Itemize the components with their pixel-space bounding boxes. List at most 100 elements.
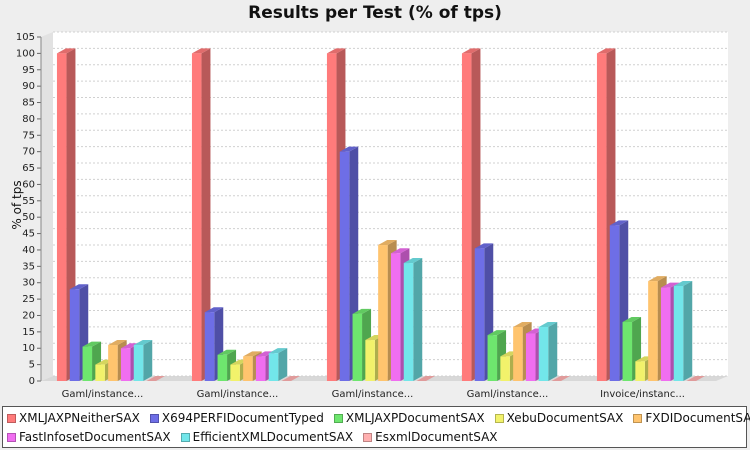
bar bbox=[673, 285, 684, 381]
bar-top bbox=[609, 220, 629, 226]
bar-top bbox=[191, 48, 211, 54]
bar bbox=[339, 151, 350, 381]
bar-top bbox=[390, 248, 410, 254]
plot-side-wall bbox=[41, 32, 53, 381]
bar-top bbox=[217, 349, 237, 355]
bar bbox=[268, 353, 279, 381]
legend-item: EsxmlDocumentSAX bbox=[363, 430, 498, 444]
bar-top bbox=[403, 258, 423, 264]
y-tick-label: 95 bbox=[22, 65, 35, 76]
y-tick-label: 15 bbox=[22, 327, 35, 338]
legend-swatch bbox=[633, 413, 643, 423]
y-tick-label: 85 bbox=[22, 98, 35, 109]
chart-title: Results per Test (% of tps) bbox=[248, 3, 502, 23]
x-tick-label: Invoice/instanc... bbox=[600, 389, 685, 400]
legend-swatch bbox=[333, 413, 343, 423]
bar bbox=[660, 287, 671, 381]
legend-row: XMLJAXPNeitherSAX X694PERFIDocumentTyped X… bbox=[7, 409, 750, 427]
y-tick-label: 5 bbox=[29, 360, 35, 371]
bar-top bbox=[648, 276, 667, 282]
legend-item: XMLJAXPNeitherSAX bbox=[7, 411, 140, 425]
bar bbox=[365, 340, 375, 381]
legend-swatch bbox=[494, 413, 504, 423]
bar bbox=[596, 53, 607, 381]
legend-item: X694PERFIDocumentTyped bbox=[149, 411, 324, 425]
legend-label: FXDIDocumentSAX bbox=[645, 411, 750, 425]
bar-side bbox=[143, 339, 153, 381]
bar bbox=[378, 245, 388, 381]
legend-swatch bbox=[149, 413, 159, 423]
legend-item: XMLJAXPDocumentSAX bbox=[333, 411, 485, 425]
bar-top bbox=[326, 48, 346, 54]
bar bbox=[133, 344, 144, 381]
legend-swatch bbox=[7, 413, 16, 423]
bar bbox=[69, 289, 80, 381]
bar bbox=[352, 313, 363, 381]
bar-top bbox=[416, 376, 436, 381]
bar bbox=[525, 333, 536, 381]
bar-top bbox=[339, 146, 359, 152]
y-tick-label: 75 bbox=[22, 130, 35, 141]
bar-top bbox=[487, 330, 507, 336]
bar bbox=[538, 326, 549, 381]
bar-top bbox=[673, 280, 693, 286]
x-tick-label: Gaml/instance... bbox=[332, 389, 414, 400]
x-tick-label: Gaml/instance... bbox=[62, 389, 144, 400]
bar bbox=[500, 356, 510, 381]
bar bbox=[204, 312, 215, 381]
bar-top bbox=[551, 376, 571, 381]
bar-top bbox=[352, 308, 372, 314]
x-tick-label: Gaml/instance... bbox=[467, 389, 549, 400]
bar-top bbox=[513, 321, 532, 327]
plot-area: 0 5 10 15 20 25 30 35 40 45 50 55 60 65 70 75 80 85 90 95 10… bbox=[16, 31, 728, 400]
bar bbox=[390, 253, 401, 381]
bar bbox=[326, 53, 337, 381]
bar bbox=[622, 322, 633, 381]
legend: XMLJAXPNeitherSAX X694PERFIDocumentTyped X… bbox=[2, 406, 750, 448]
y-tick-label: 105 bbox=[16, 32, 35, 43]
bar bbox=[108, 344, 118, 381]
bar-top bbox=[204, 307, 224, 313]
bar-top bbox=[538, 321, 558, 327]
y-axis-label: % of tps bbox=[10, 180, 24, 229]
bar-side bbox=[683, 280, 693, 381]
legend-label: XMLJAXPNeitherSAX bbox=[19, 411, 140, 425]
legend-label: X694PERFIDocumentTyped bbox=[161, 411, 324, 425]
bar bbox=[120, 348, 131, 381]
bar-top bbox=[660, 282, 680, 288]
y-tick-label: 0 bbox=[29, 376, 35, 387]
bar-top bbox=[69, 284, 89, 290]
bar-top bbox=[622, 317, 642, 323]
bar bbox=[56, 53, 67, 381]
bar bbox=[217, 354, 228, 381]
bar bbox=[487, 335, 498, 381]
y-tick-label: 60 bbox=[22, 179, 35, 190]
legend-item: XebuDocumentSAX bbox=[494, 411, 624, 425]
y-tick-label: 70 bbox=[22, 147, 35, 158]
bar bbox=[191, 53, 202, 381]
bar bbox=[95, 364, 105, 381]
bar bbox=[403, 263, 414, 381]
legend-label: FastInfosetDocumentSAX bbox=[19, 430, 171, 444]
x-tick-label: Gaml/instance... bbox=[197, 389, 279, 400]
bar-top bbox=[268, 348, 288, 354]
legend-label: XebuDocumentSAX bbox=[506, 411, 624, 425]
y-tick-label: 20 bbox=[22, 310, 35, 321]
bar-top bbox=[474, 243, 494, 249]
bar bbox=[255, 356, 266, 381]
y-tick-label: 100 bbox=[16, 48, 35, 59]
chart-svg: Results per Test (% of tps) % of tps 0 5 1… bbox=[10, 3, 728, 400]
legend-label: EsxmlDocumentSAX bbox=[375, 430, 498, 444]
legend-label: EfficientXMLDocumentSAX bbox=[192, 430, 354, 444]
y-tick-label: 55 bbox=[22, 196, 35, 207]
y-tick-label: 90 bbox=[22, 81, 35, 92]
bar bbox=[243, 356, 253, 381]
bar bbox=[648, 281, 658, 381]
y-tick-label: 65 bbox=[22, 163, 35, 174]
bar-top bbox=[108, 339, 127, 345]
bar-top bbox=[146, 376, 166, 381]
y-tick-label: 50 bbox=[22, 212, 35, 223]
bar-side bbox=[413, 258, 423, 381]
bar bbox=[230, 364, 240, 381]
bar bbox=[82, 346, 93, 381]
